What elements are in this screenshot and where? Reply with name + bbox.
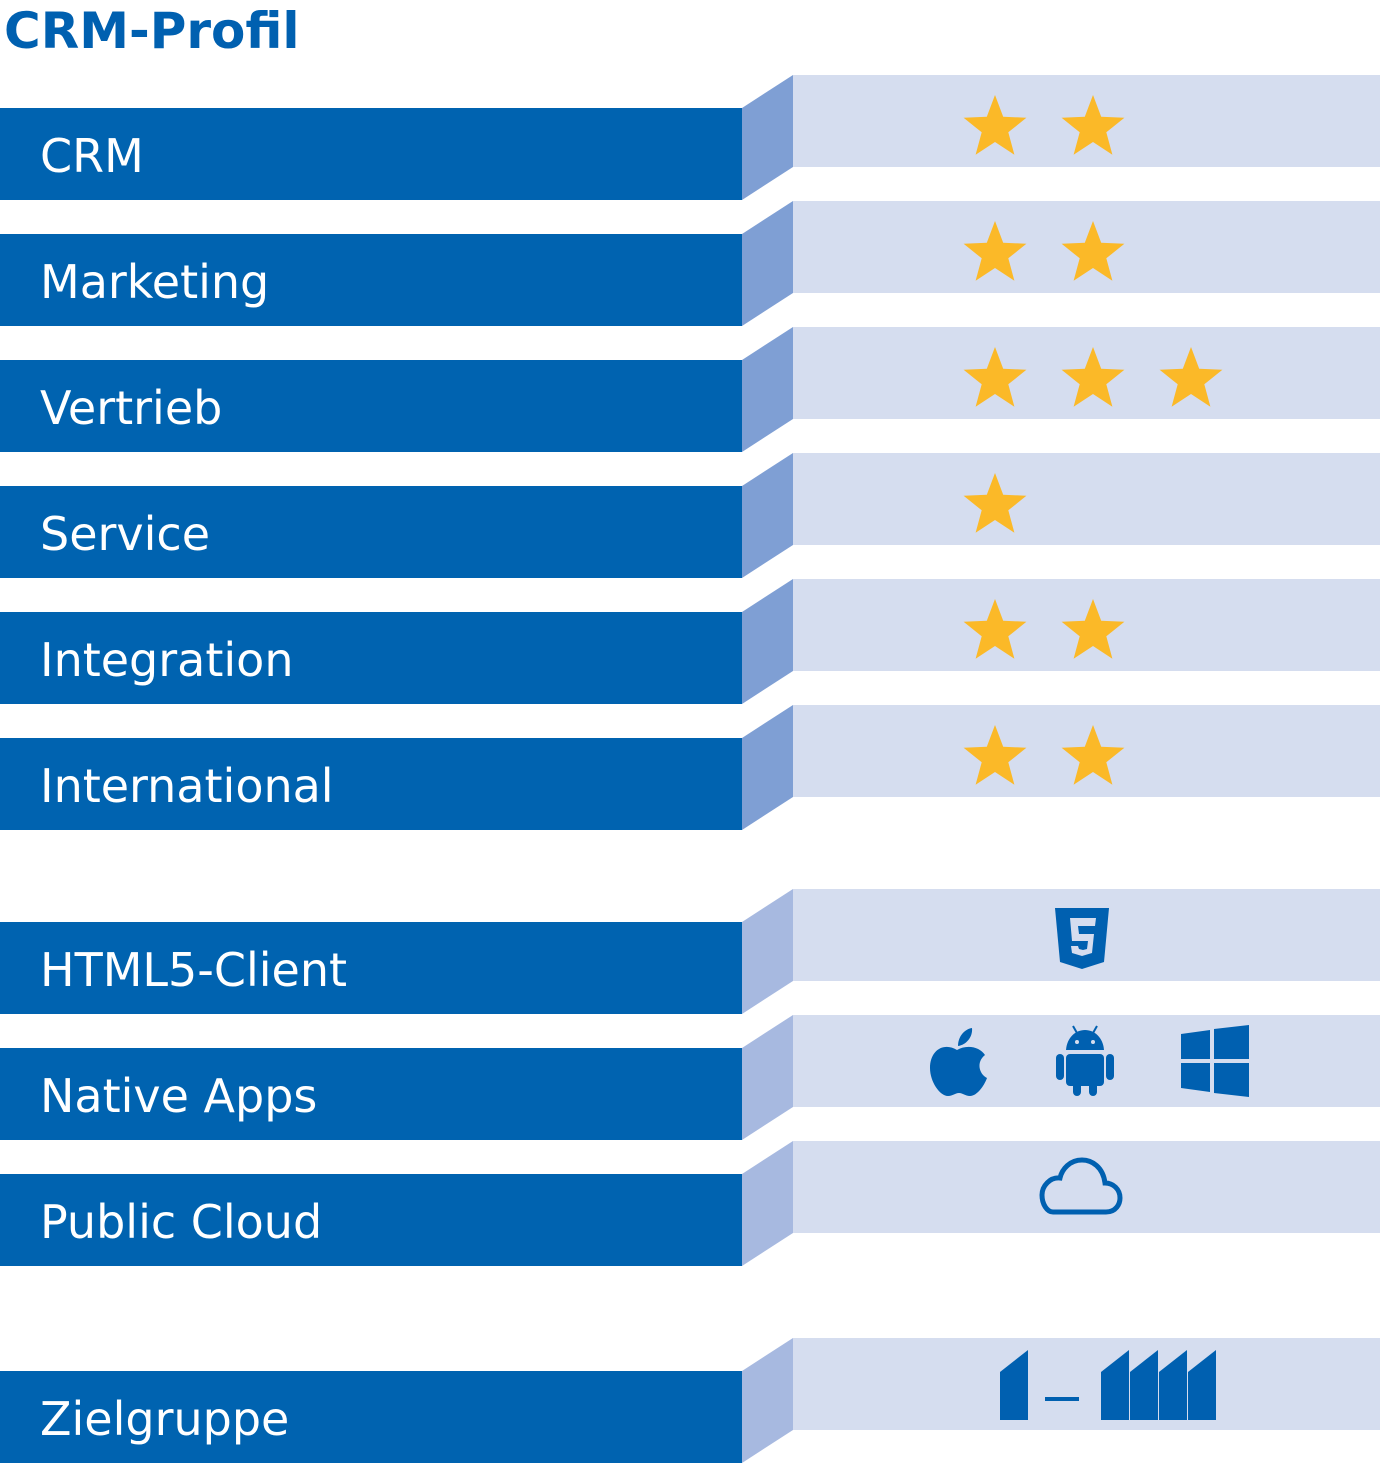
star bbox=[1061, 221, 1125, 281]
label-bar bbox=[0, 1174, 742, 1266]
apple-icon bbox=[930, 1028, 987, 1096]
row-label: Vertrieb bbox=[40, 381, 222, 435]
star bbox=[963, 473, 1027, 533]
star bbox=[1061, 347, 1125, 407]
star bbox=[963, 347, 1027, 407]
row-label: Public Cloud bbox=[40, 1195, 322, 1249]
row-label: HTML5-Client bbox=[40, 943, 347, 997]
star bbox=[963, 725, 1027, 785]
connector bbox=[742, 75, 793, 200]
label-bar bbox=[0, 234, 742, 326]
label-bar bbox=[0, 612, 742, 704]
star bbox=[963, 221, 1027, 281]
value-panel bbox=[793, 1338, 1380, 1430]
android-icon bbox=[1056, 1025, 1114, 1096]
cloud-icon bbox=[1039, 1157, 1123, 1215]
connector bbox=[742, 327, 793, 452]
label-bar bbox=[0, 1048, 742, 1140]
label-bar bbox=[0, 108, 742, 200]
row-label: International bbox=[40, 759, 334, 813]
row-label: Marketing bbox=[40, 255, 269, 309]
connector bbox=[742, 201, 793, 326]
windows-icon bbox=[1181, 1025, 1249, 1097]
row-label: Service bbox=[40, 507, 210, 561]
star bbox=[963, 95, 1027, 155]
row-label: Zielgruppe bbox=[40, 1392, 289, 1446]
row-label: Native Apps bbox=[40, 1069, 317, 1123]
connector bbox=[742, 889, 793, 1014]
label-bar bbox=[0, 486, 742, 578]
value-panel bbox=[793, 1141, 1380, 1233]
row-label: Integration bbox=[40, 633, 293, 687]
star bbox=[1159, 347, 1223, 407]
html5-icon bbox=[1055, 908, 1109, 969]
label-bar bbox=[0, 922, 742, 1014]
rows: CRM Marketing Vertrieb Service Integration In… bbox=[0, 75, 1380, 1463]
connector bbox=[742, 1141, 793, 1266]
title: CRM-Profil bbox=[4, 2, 300, 60]
star bbox=[1061, 95, 1125, 155]
connector bbox=[742, 1338, 793, 1463]
star bbox=[963, 599, 1027, 659]
star bbox=[1061, 599, 1125, 659]
connector bbox=[742, 1015, 793, 1140]
row-label: CRM bbox=[40, 129, 144, 183]
label-bar bbox=[0, 360, 742, 452]
label-bar bbox=[0, 1371, 742, 1463]
target-icon bbox=[1000, 1350, 1216, 1420]
value-panel bbox=[793, 453, 1380, 545]
star bbox=[1061, 725, 1125, 785]
connector bbox=[742, 705, 793, 830]
connector bbox=[742, 579, 793, 704]
connector bbox=[742, 453, 793, 578]
label-bar bbox=[0, 738, 742, 830]
